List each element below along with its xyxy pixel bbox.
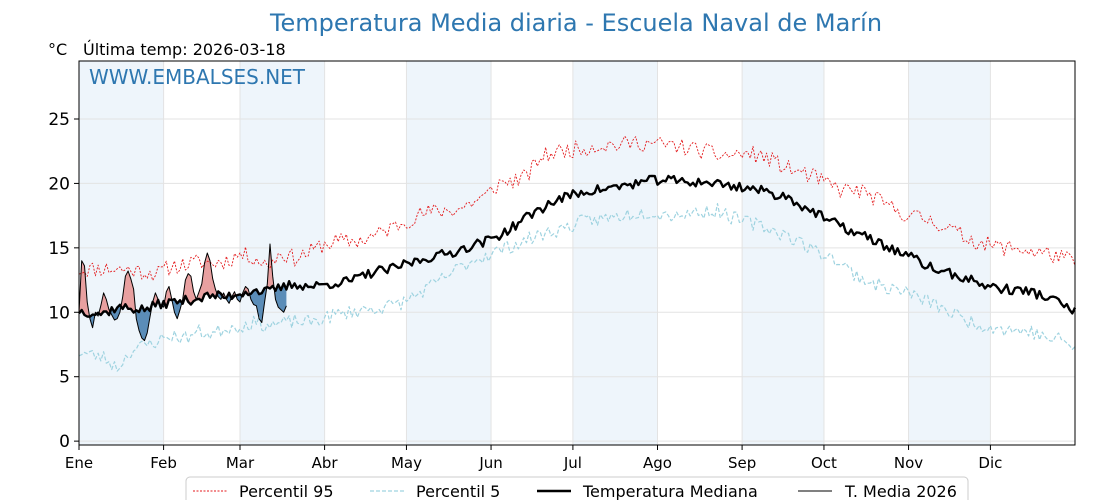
unit-label: °C [48,40,67,59]
fill-below-median [89,314,95,328]
legend-label-current: T. Media 2026 [844,482,957,500]
y-tick-label: 0 [59,432,70,452]
month-band [572,61,658,445]
y-tick-label: 25 [48,110,70,130]
fill-below-median [171,299,182,319]
y-tick-label: 15 [48,239,70,259]
x-tick-label: Ago [643,454,672,472]
last-temp-label: Última temp: 2026-03-18 [83,40,286,59]
x-tick-label: Mar [226,454,255,472]
x-axis-ticks: Ene Feb Mar Abr May Jun Jul Ago Sep Oct Nov Dic [65,445,1002,472]
series-line-current [78,243,287,342]
x-tick-label: Nov [894,454,923,472]
x-tick-label: Jun [478,454,502,472]
legend-label-median: Temperatura Mediana [582,482,758,500]
fill-above-median [98,292,111,316]
chart-title: Temperatura Media diaria - Escuela Naval… [269,9,882,37]
series-line-p5 [78,203,1076,372]
x-tick-label: Feb [150,454,177,472]
plot-frame [78,60,1076,446]
x-tick-label: Dic [978,454,1002,472]
watermark: WWW.EMBALSES.NET [89,65,306,89]
series-line-p95 [78,135,1076,281]
x-tick-label: Sep [728,454,756,472]
y-tick-label: 20 [48,174,70,194]
x-tick-label: May [391,454,422,472]
y-axis-ticks: 0 5 10 15 20 25 [48,110,79,452]
month-band [239,61,325,445]
y-tick-label: 10 [48,303,70,323]
series-lines [78,135,1077,372]
fill-below-median [274,283,287,313]
x-tick-label: Oct [811,454,837,472]
x-tick-label: Ene [65,454,93,472]
legend-box [185,476,969,500]
fill-above-median [121,271,136,313]
x-tick-label: Jul [563,454,582,472]
month-band [79,61,164,445]
month-band [742,61,824,445]
month-bands [79,61,991,445]
y-tick-label: 5 [59,368,70,388]
legend: Percentil 95 Percentil 5 Temperatura Med… [185,476,969,500]
series-line-median [78,174,1077,318]
x-tick-label: Abr [312,454,339,472]
legend-label-p5: Percentil 5 [416,482,500,500]
legend-label-p95: Percentil 95 [239,482,334,500]
fill-above-median [181,253,218,305]
month-band [908,61,991,445]
